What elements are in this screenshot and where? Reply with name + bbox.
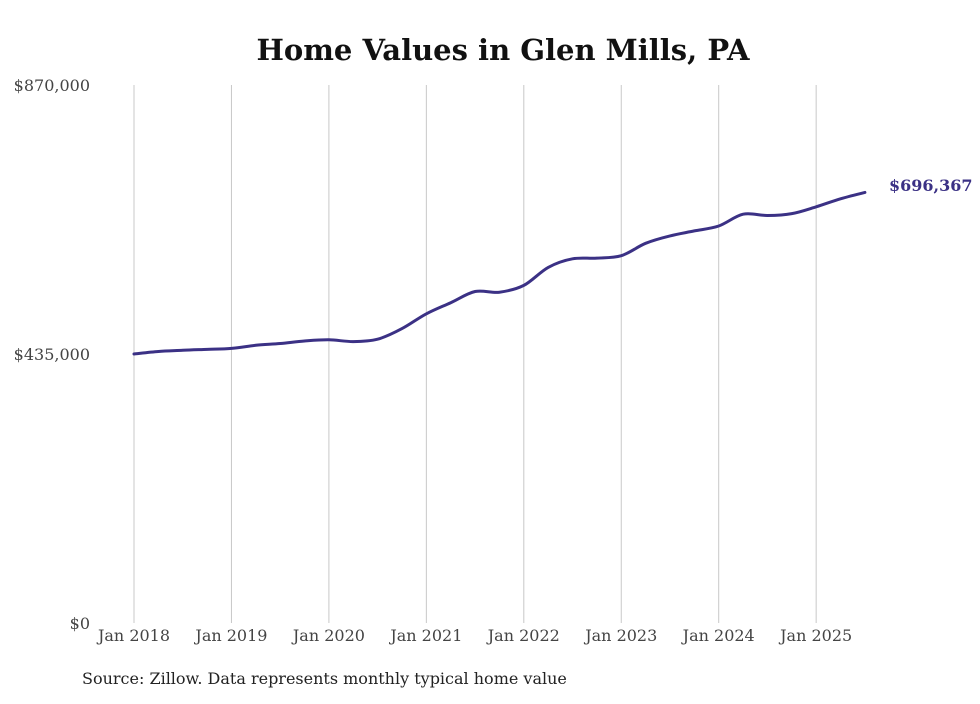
grid-lines	[133, 85, 817, 623]
x-axis-ticks: Jan 2018 Jan 2019 Jan 2020 Jan 2021 Jan 2022…	[96, 626, 852, 645]
y-tick-label-2: $0	[70, 614, 90, 633]
x-tick-label-4: Jan 2022	[486, 626, 560, 645]
y-tick-label-1: $435,000	[14, 345, 90, 364]
y-tick-label-0: $870,000	[14, 76, 90, 95]
x-tick-label-1: Jan 2019	[193, 626, 267, 645]
source-note: Source: Zillow. Data represents monthly …	[82, 669, 567, 688]
y-axis-ticks: $870,000 $435,000 $0	[14, 76, 90, 633]
x-tick-label-6: Jan 2024	[681, 626, 755, 645]
x-tick-label-7: Jan 2025	[778, 626, 852, 645]
x-tick-label-3: Jan 2021	[388, 626, 462, 645]
x-tick-label-0: Jan 2018	[96, 626, 170, 645]
end-value-label: $696,367	[889, 176, 973, 195]
x-tick-label-5: Jan 2023	[583, 626, 657, 645]
series-line	[132, 190, 867, 356]
chart-title: Home Values in Glen Mills, PA	[256, 33, 750, 67]
x-tick-label-2: Jan 2020	[291, 626, 365, 645]
